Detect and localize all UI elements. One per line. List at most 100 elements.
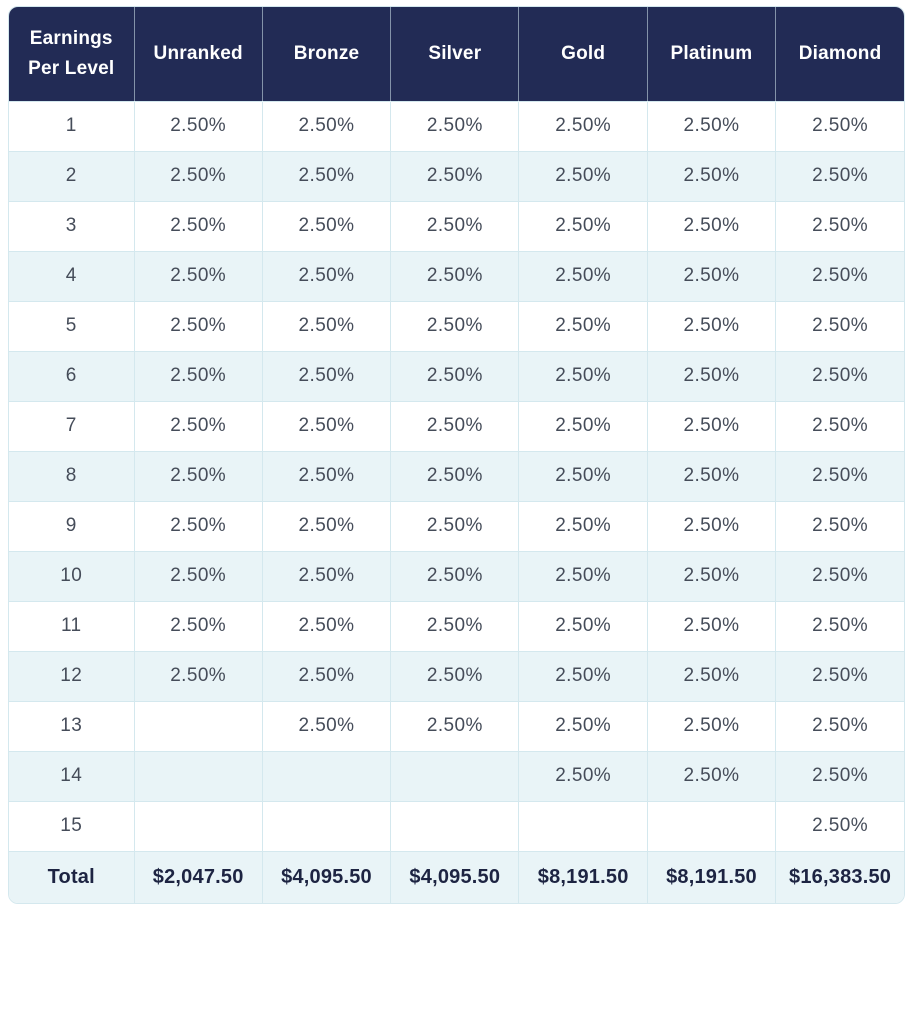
table-body: 1 2.50% 2.50% 2.50% 2.50% 2.50% 2.50% 2 2.50% 2.5… xyxy=(9,100,904,903)
value-cell: 2.50% xyxy=(133,300,263,352)
value-cell: 2.50% xyxy=(390,650,520,702)
header-cell-earnings-per-level: Earnings Per Level xyxy=(9,7,135,101)
total-value-cell: $8,191.50 xyxy=(518,850,648,903)
value-cell: 2.50% xyxy=(518,550,648,602)
value-cell: 2.50% xyxy=(646,750,777,802)
value-cell: 2.50% xyxy=(133,600,263,652)
value-cell: 2.50% xyxy=(390,350,520,402)
value-cell: 2.50% xyxy=(775,500,904,552)
value-cell: 2.50% xyxy=(390,600,520,652)
value-cell: 2.50% xyxy=(518,600,648,652)
value-cell xyxy=(133,750,263,802)
value-cell: 2.50% xyxy=(390,100,520,152)
level-row-14: 14 2.50% 2.50% 2.50% xyxy=(9,750,904,802)
value-cell: 2.50% xyxy=(775,400,904,452)
value-cell: 2.50% xyxy=(646,100,777,152)
level-cell: 4 xyxy=(9,250,135,302)
header-cell-platinum: Platinum xyxy=(647,7,777,101)
value-cell xyxy=(390,800,520,852)
value-cell: 2.50% xyxy=(775,200,904,252)
value-cell: 2.50% xyxy=(133,200,263,252)
level-row-12: 12 2.50% 2.50% 2.50% 2.50% 2.50% 2.50% xyxy=(9,650,904,702)
value-cell: 2.50% xyxy=(518,200,648,252)
table-header: Earnings Per Level Unranked Bronze Silve… xyxy=(9,7,904,101)
value-cell: 2.50% xyxy=(646,550,777,602)
level-cell: 14 xyxy=(9,750,135,802)
value-cell: 2.50% xyxy=(646,500,777,552)
value-cell: 2.50% xyxy=(775,600,904,652)
value-cell: 2.50% xyxy=(390,450,520,502)
header-cell-unranked: Unranked xyxy=(134,7,263,101)
value-cell: 2.50% xyxy=(390,150,520,202)
level-row-11: 11 2.50% 2.50% 2.50% 2.50% 2.50% 2.50% xyxy=(9,600,904,652)
value-cell: 2.50% xyxy=(646,250,777,302)
value-cell: 2.50% xyxy=(518,400,648,452)
level-row-15: 15 2.50% xyxy=(9,800,904,852)
value-cell: 2.50% xyxy=(261,450,392,502)
level-row-3: 3 2.50% 2.50% 2.50% 2.50% 2.50% 2.50% xyxy=(9,200,904,252)
header-cell-silver: Silver xyxy=(390,7,520,101)
total-value-cell: $4,095.50 xyxy=(390,850,520,903)
value-cell: 2.50% xyxy=(133,650,263,702)
value-cell: 2.50% xyxy=(646,650,777,702)
value-cell xyxy=(261,750,392,802)
value-cell: 2.50% xyxy=(775,150,904,202)
value-cell: 2.50% xyxy=(261,400,392,452)
level-cell: 8 xyxy=(9,450,135,502)
value-cell: 2.50% xyxy=(518,350,648,402)
value-cell: 2.50% xyxy=(775,100,904,152)
value-cell: 2.50% xyxy=(133,100,263,152)
level-cell: 13 xyxy=(9,700,135,752)
total-row: Total $2,047.50 $4,095.50 $4,095.50 $8,191.5… xyxy=(9,850,904,903)
value-cell: 2.50% xyxy=(261,300,392,352)
level-row-5: 5 2.50% 2.50% 2.50% 2.50% 2.50% 2.50% xyxy=(9,300,904,352)
level-row-13: 13 2.50% 2.50% 2.50% 2.50% 2.50% xyxy=(9,700,904,752)
value-cell: 2.50% xyxy=(261,650,392,702)
earnings-table-container: Earnings Per Level Unranked Bronze Silve… xyxy=(8,6,905,904)
value-cell: 2.50% xyxy=(775,650,904,702)
value-cell: 2.50% xyxy=(518,100,648,152)
value-cell: 2.50% xyxy=(133,400,263,452)
value-cell: 2.50% xyxy=(646,450,777,502)
value-cell: 2.50% xyxy=(261,700,392,752)
value-cell: 2.50% xyxy=(775,300,904,352)
value-cell: 2.50% xyxy=(261,500,392,552)
total-value-cell: $8,191.50 xyxy=(646,850,777,903)
value-cell: 2.50% xyxy=(133,450,263,502)
value-cell: 2.50% xyxy=(261,200,392,252)
level-cell: 12 xyxy=(9,650,135,702)
value-cell: 2.50% xyxy=(518,300,648,352)
level-row-9: 9 2.50% 2.50% 2.50% 2.50% 2.50% 2.50% xyxy=(9,500,904,552)
value-cell: 2.50% xyxy=(261,550,392,602)
level-cell: 6 xyxy=(9,350,135,402)
header-cell-bronze: Bronze xyxy=(262,7,392,101)
level-row-6: 6 2.50% 2.50% 2.50% 2.50% 2.50% 2.50% xyxy=(9,350,904,402)
value-cell: 2.50% xyxy=(646,400,777,452)
value-cell: 2.50% xyxy=(775,700,904,752)
level-cell: 5 xyxy=(9,300,135,352)
value-cell xyxy=(133,800,263,852)
header-cell-gold: Gold xyxy=(518,7,648,101)
value-cell: 2.50% xyxy=(775,800,904,852)
value-cell: 2.50% xyxy=(775,250,904,302)
level-cell: 10 xyxy=(9,550,135,602)
value-cell: 2.50% xyxy=(518,450,648,502)
value-cell: 2.50% xyxy=(261,100,392,152)
value-cell: 2.50% xyxy=(133,550,263,602)
level-row-4: 4 2.50% 2.50% 2.50% 2.50% 2.50% 2.50% xyxy=(9,250,904,302)
value-cell: 2.50% xyxy=(518,650,648,702)
value-cell: 2.50% xyxy=(775,350,904,402)
value-cell: 2.50% xyxy=(390,500,520,552)
value-cell: 2.50% xyxy=(261,150,392,202)
value-cell xyxy=(646,800,777,852)
total-value-cell: $16,383.50 xyxy=(775,850,904,903)
level-cell: 7 xyxy=(9,400,135,452)
level-cell: 2 xyxy=(9,150,135,202)
value-cell: 2.50% xyxy=(261,350,392,402)
level-cell: 15 xyxy=(9,800,135,852)
value-cell: 2.50% xyxy=(390,550,520,602)
header-row: Earnings Per Level Unranked Bronze Silve… xyxy=(9,7,904,101)
value-cell: 2.50% xyxy=(646,150,777,202)
value-cell: 2.50% xyxy=(133,250,263,302)
value-cell: 2.50% xyxy=(390,700,520,752)
